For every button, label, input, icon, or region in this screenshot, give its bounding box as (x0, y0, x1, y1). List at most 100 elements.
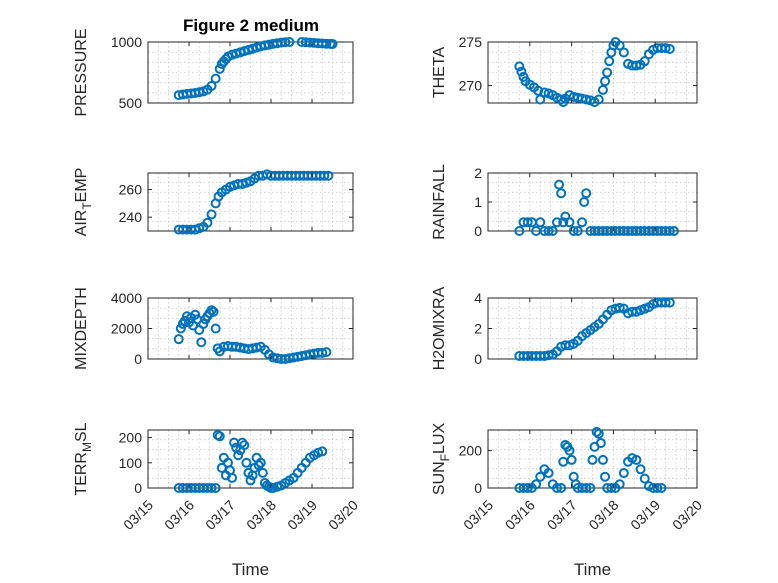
y-axis-label: RAINFALL (431, 164, 448, 240)
data-point (535, 94, 546, 105)
data-point (652, 483, 663, 493)
data-point (551, 483, 562, 493)
data-point (564, 445, 575, 456)
data-point (317, 347, 328, 358)
data-point (522, 483, 533, 493)
figure-title: Figure 2 medium (183, 16, 319, 35)
data-point (257, 467, 268, 478)
axes-box (147, 429, 354, 489)
data-point (551, 217, 562, 228)
data-point (664, 43, 675, 54)
subplot-3: 0 1 2 RAINFALL (431, 164, 698, 240)
x-tick-label: 03/17 (202, 497, 238, 533)
data-point (319, 170, 330, 181)
y-tick-label: 240 (119, 209, 143, 225)
y-tick-label: 0 (474, 480, 482, 496)
data-point (558, 217, 569, 228)
data-point (535, 471, 546, 482)
data-point (669, 226, 680, 236)
data-point (535, 217, 546, 228)
data-point (664, 297, 675, 308)
data-point (614, 479, 625, 490)
data-point (533, 85, 544, 96)
x-tick-label: 03/20 (325, 497, 361, 533)
data-point (556, 483, 567, 493)
data-point (579, 197, 590, 207)
data-point (606, 483, 617, 493)
subplot-0: 500 1000 PRESSURE (73, 28, 354, 117)
data-point (591, 426, 602, 437)
data-point (597, 454, 608, 465)
data-point (241, 457, 252, 468)
data-point (514, 226, 525, 236)
x-tick-label: 03/18 (243, 497, 279, 533)
subplot-7: 03/15 03/16 03/17 03/18 03/19 03/20 0 200 SUNFLU… (431, 423, 705, 579)
data-point (206, 483, 217, 493)
data-point (564, 217, 575, 228)
data-point (656, 483, 667, 493)
y-axis-label: PRESSURE (73, 28, 90, 116)
data-point (593, 428, 604, 439)
x-axis-label: Time (232, 560, 269, 579)
y-tick-label: 270 (459, 78, 483, 94)
y-tick-label: 100 (119, 455, 143, 471)
data-point (639, 473, 650, 484)
data-point (600, 471, 611, 482)
data-point (543, 350, 554, 361)
x-axis-label: Time (574, 560, 611, 579)
data-point (566, 454, 577, 465)
data-point (173, 334, 184, 345)
y-axis-label: SUNFLUX (431, 423, 452, 496)
y-axis-label: TERRMSL (73, 422, 94, 495)
y-tick-label: 4000 (111, 290, 142, 306)
data-point (543, 226, 554, 236)
data-point (577, 217, 588, 228)
y-axis-label: THETA (431, 47, 448, 99)
data-point (593, 94, 604, 105)
data-point (614, 40, 625, 51)
data-point (556, 188, 567, 199)
x-tick-label: 03/16 (502, 497, 538, 533)
y-axis-label: MIXDEPTH (73, 287, 90, 370)
subplot-1: 270 275 THETA (431, 34, 698, 108)
x-tick-label: 03/15 (460, 497, 496, 533)
data-point (547, 226, 558, 236)
data-point (206, 80, 217, 91)
data-point (595, 438, 606, 449)
y-tick-label: 0 (474, 223, 482, 239)
x-tick-label: 03/20 (669, 497, 705, 533)
data-point (572, 226, 583, 236)
data-point (284, 37, 295, 47)
data-point (317, 446, 328, 457)
y-axis-label: H2OMIXRA (431, 286, 448, 370)
data-point (210, 483, 221, 493)
y-tick-label: 200 (119, 430, 143, 446)
data-point (554, 179, 565, 190)
data-point (323, 170, 334, 181)
data-point (587, 454, 598, 465)
data-point (539, 87, 550, 98)
data-point (639, 56, 650, 67)
data-point (568, 226, 579, 236)
subplot-4: 0 2000 4000 MIXDEPTH (73, 287, 354, 370)
x-tick-label: 03/16 (161, 497, 197, 533)
data-point (206, 209, 217, 220)
data-point (631, 60, 642, 71)
data-point (531, 479, 542, 490)
y-tick-label: 1 (474, 194, 482, 210)
data-point (280, 37, 291, 48)
data-point (214, 431, 225, 442)
data-point (618, 468, 629, 479)
data-point (635, 464, 646, 475)
data-point (597, 84, 608, 95)
y-tick-label: 0 (134, 480, 142, 496)
data-point (581, 188, 592, 199)
subplot-5: 0 2 4 H2OMIXRA (431, 286, 698, 370)
y-tick-label: 500 (119, 95, 143, 111)
data-point (227, 472, 238, 483)
y-tick-label: 200 (459, 443, 483, 459)
axes-box (147, 172, 354, 232)
y-tick-label: 0 (134, 351, 142, 367)
